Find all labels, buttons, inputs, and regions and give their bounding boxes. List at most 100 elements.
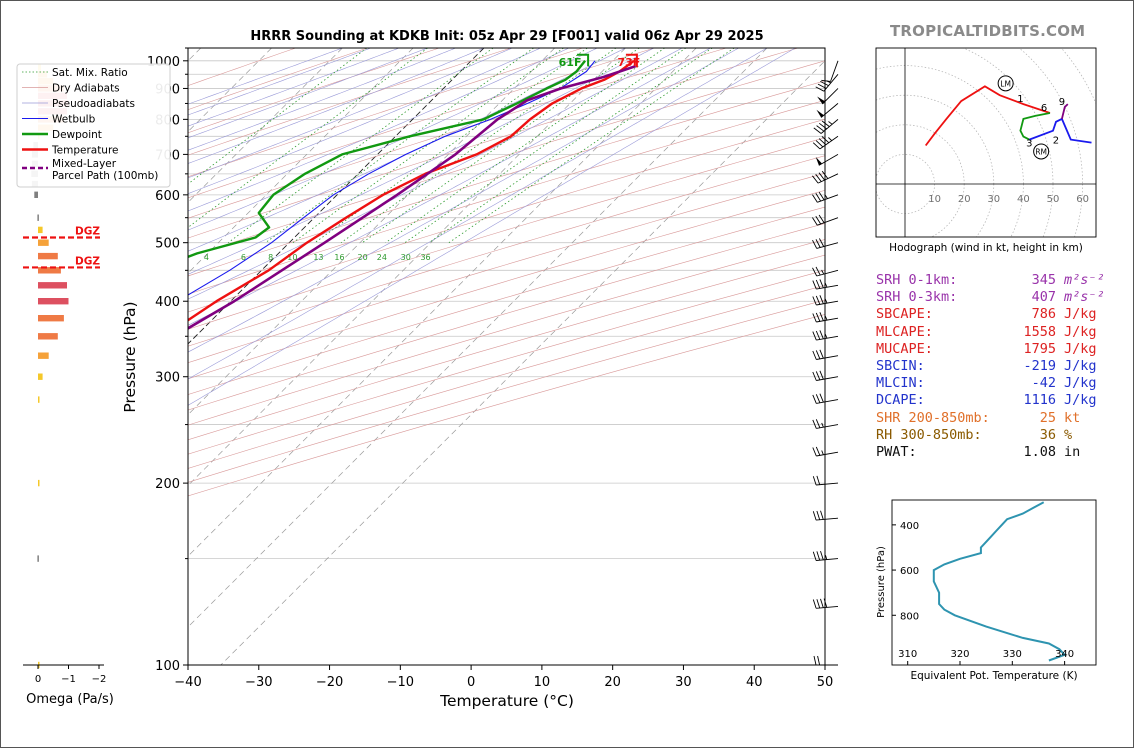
x-tick-label: 0 xyxy=(467,675,475,690)
parameter-unit: J/kg xyxy=(1064,357,1097,374)
dry-adiabat xyxy=(188,299,825,483)
barb-full xyxy=(819,349,824,359)
mixing-ratio-label: 8 xyxy=(268,253,273,262)
barb-staff xyxy=(830,60,839,82)
barb-half xyxy=(824,298,828,304)
dgz-label: DGZ xyxy=(75,255,100,267)
parameter-row: RH 300-850mb: 36% xyxy=(876,427,1105,444)
x-tick-label: −20 xyxy=(316,675,343,690)
barb-half xyxy=(825,555,828,560)
wind-barb xyxy=(812,510,839,521)
barb-full xyxy=(819,312,824,321)
omega-bar xyxy=(38,239,49,246)
parameter-row: DCAPE: 1116 J/kg xyxy=(876,392,1105,409)
wind-barb xyxy=(812,238,839,249)
x-tick-label: −40 xyxy=(174,675,201,690)
x-tick-label: 50 xyxy=(817,675,834,690)
barb-half xyxy=(824,315,828,321)
barb-full xyxy=(815,295,821,305)
barb-staff xyxy=(823,74,839,92)
barb-full xyxy=(812,267,818,277)
chart-title: HRRR Sounding at KDKB Init: 05z Apr 29 [… xyxy=(250,29,763,44)
thetae-x-label: Equivalent Pot. Temperature (K) xyxy=(910,670,1077,682)
dry-adiabat xyxy=(188,155,825,347)
barb-half xyxy=(821,422,824,428)
mixing-ratio-line xyxy=(385,48,665,244)
barb-full xyxy=(820,510,824,520)
x-axis-label: Temperature (°C) xyxy=(439,692,574,710)
barb-full xyxy=(818,214,825,224)
wind-barb xyxy=(812,370,839,381)
wind-barb xyxy=(812,214,839,226)
barb-full xyxy=(812,217,818,226)
thetae-x-tick-label: 310 xyxy=(898,649,917,660)
moist-adiabat xyxy=(188,48,485,164)
parameter-value: 1116 xyxy=(1023,392,1056,409)
thetae-frame xyxy=(891,499,1097,666)
parameter-row: SHR 200-850mb: 25 kt xyxy=(876,410,1105,427)
dry-adiabat xyxy=(188,239,825,426)
barb-full xyxy=(815,193,822,202)
wind-barb xyxy=(812,330,839,341)
mixing-ratio-line xyxy=(404,48,687,244)
barb-full xyxy=(821,79,831,82)
legend-label: Dry Adiabats xyxy=(52,83,120,95)
barb-flag xyxy=(817,96,825,104)
hodo-height-label: 9 xyxy=(1059,97,1065,108)
barb-full xyxy=(815,215,822,225)
moist-adiabat xyxy=(188,48,654,275)
hodo-segment xyxy=(924,85,1051,147)
wind-barb xyxy=(815,74,839,92)
mixing-ratio-line xyxy=(340,48,617,244)
thetae-x-tick-label: 320 xyxy=(950,649,969,660)
hodo-segment xyxy=(1028,117,1092,144)
sounding-parameters: SRH 0-1km: 345 m²s⁻² SRH 0-3km: 407 m²s⁻² SBCA… xyxy=(876,272,1105,461)
parameter-unit: J/kg xyxy=(1064,392,1097,409)
barb-full xyxy=(816,510,821,520)
dry-adiabat xyxy=(188,48,655,199)
hodo-tick-label: 40 xyxy=(1017,194,1030,205)
barb-full xyxy=(812,447,817,457)
barb-full xyxy=(812,511,817,521)
storm-motion-marker xyxy=(1033,143,1050,160)
barb-full xyxy=(812,313,817,323)
barb-full xyxy=(821,120,830,127)
thetae-y-tick-label: 800 xyxy=(900,611,919,622)
dry-adiabat xyxy=(188,137,825,330)
barb-full xyxy=(820,80,829,87)
barb-full xyxy=(812,476,817,486)
parameter-label: DCAPE: xyxy=(876,392,925,409)
barb-full xyxy=(815,371,821,381)
wind-barb xyxy=(812,191,839,203)
barb-full xyxy=(815,266,821,276)
series-temperature xyxy=(188,59,635,322)
barb-full xyxy=(815,239,821,248)
barb-full xyxy=(815,330,821,340)
barb-full xyxy=(819,279,824,289)
parameter-value: 407 xyxy=(1031,289,1056,306)
moist-adiabat xyxy=(188,48,456,151)
wind-barb xyxy=(812,295,839,306)
moist-adiabat xyxy=(188,48,371,116)
omega-bar xyxy=(38,252,58,260)
barb-flag xyxy=(815,156,823,166)
parameter-value: 1558 xyxy=(1023,323,1056,340)
dry-adiabat xyxy=(188,254,825,441)
barb-half xyxy=(821,269,825,275)
barb-half xyxy=(826,80,832,84)
barb-staff xyxy=(818,154,839,166)
wind-barb xyxy=(817,88,839,105)
dgz-label: DGZ xyxy=(75,225,100,237)
parameter-unit: J/kg xyxy=(1064,375,1097,392)
y-tick-label: 200 xyxy=(155,477,180,492)
omega-bar xyxy=(38,396,40,403)
parameter-value: -42 xyxy=(1031,375,1056,392)
barb-full xyxy=(812,239,818,249)
wind-barb xyxy=(813,655,838,666)
hodo-tick-label: 10 xyxy=(928,194,941,205)
mixing-ratio-label: 36 xyxy=(420,253,430,262)
x-tick-label: 40 xyxy=(746,675,763,690)
wind-barb xyxy=(812,419,839,429)
parameter-unit: % xyxy=(1064,426,1073,443)
isotherm-line xyxy=(188,48,414,274)
